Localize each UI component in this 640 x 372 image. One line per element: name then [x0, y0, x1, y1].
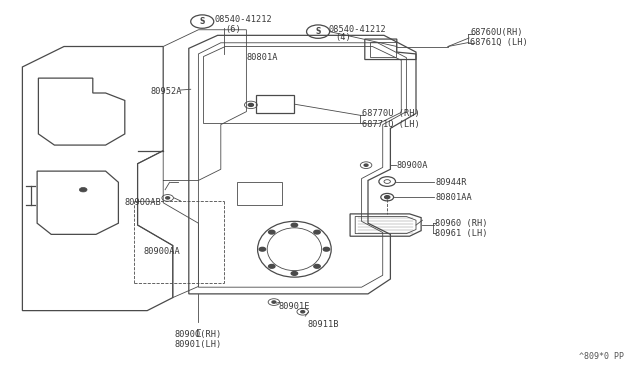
- Text: 08540-41212: 08540-41212: [329, 25, 387, 33]
- Text: 80911B: 80911B: [307, 320, 339, 329]
- Circle shape: [269, 230, 275, 234]
- Circle shape: [364, 164, 368, 166]
- Text: (4): (4): [335, 33, 351, 42]
- Circle shape: [272, 301, 276, 303]
- Circle shape: [79, 187, 87, 192]
- Text: 68770U (RH)
68771Q (LH): 68770U (RH) 68771Q (LH): [362, 109, 419, 129]
- Text: ^809*0 PP: ^809*0 PP: [579, 352, 624, 361]
- Circle shape: [291, 272, 298, 275]
- Text: 68760U(RH)
68761Q (LH): 68760U(RH) 68761Q (LH): [470, 28, 528, 47]
- Circle shape: [314, 264, 320, 268]
- Text: 80900AB: 80900AB: [125, 198, 161, 207]
- Circle shape: [385, 196, 390, 199]
- Circle shape: [248, 103, 253, 106]
- Text: 80900A: 80900A: [397, 161, 428, 170]
- Text: 08540-41212: 08540-41212: [214, 15, 272, 24]
- Circle shape: [269, 264, 275, 268]
- Circle shape: [379, 177, 396, 186]
- Circle shape: [301, 311, 305, 313]
- Circle shape: [166, 197, 170, 199]
- Text: 80900(RH)
80901(LH): 80900(RH) 80901(LH): [175, 330, 222, 349]
- Text: 80960 (RH)
80961 (LH): 80960 (RH) 80961 (LH): [435, 219, 488, 238]
- Circle shape: [259, 247, 266, 251]
- Circle shape: [291, 223, 298, 227]
- Text: 80944R: 80944R: [435, 178, 467, 187]
- Circle shape: [314, 230, 320, 234]
- Text: 80900AA: 80900AA: [144, 247, 180, 256]
- Text: S: S: [316, 27, 321, 36]
- Text: 80801A: 80801A: [246, 53, 278, 62]
- Text: 80801AA: 80801AA: [435, 193, 472, 202]
- Text: (6): (6): [225, 25, 241, 34]
- Circle shape: [381, 193, 394, 201]
- Text: 80901E: 80901E: [278, 302, 310, 311]
- Text: S: S: [200, 17, 205, 26]
- Text: 80952A: 80952A: [150, 87, 182, 96]
- Circle shape: [323, 247, 330, 251]
